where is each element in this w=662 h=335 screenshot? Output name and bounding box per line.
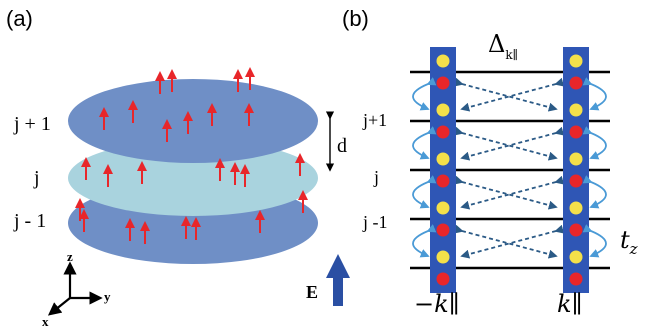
pairing-arrows [453,77,565,259]
site-dot-red [569,174,583,188]
pairing-arrow [460,77,565,112]
layer-middle [68,140,318,216]
hopping-label: tz [620,226,638,258]
axis-z-label: z [67,249,73,264]
hopping-arrows [412,77,607,258]
gap-label: Δk∥ [488,30,518,62]
layer-label-middle: j [33,167,40,189]
hopping-arrow-left [412,224,437,258]
spin-arrows [75,67,308,244]
site-dot-yellow [569,201,583,215]
b-layer-label-bottom: j -1 [362,212,388,232]
site-dot-yellow [569,54,583,68]
site-dot-red [569,272,583,286]
momentum-left-label: −k∥ [414,290,460,318]
field-label: E [306,282,318,302]
pairing-arrow [460,224,565,259]
spacing-label: d [337,135,347,157]
pairing-arrow [460,175,565,210]
site-dot-red [436,174,450,188]
hopping-arrow-left [412,126,437,160]
site-dot-yellow [436,250,450,264]
axis-y-label: y [104,289,111,304]
b-layer-label-middle: j [373,167,379,187]
hopping-arrow-right [582,126,607,160]
site-dot-yellow [436,103,450,117]
momentum-right-label: k∥ [557,290,583,318]
layer-label-bottom: j - 1 [13,210,46,232]
site-dot-yellow [569,250,583,264]
site-dot-red [436,223,450,237]
panel-label-a: (a) [6,6,33,31]
site-dot-red [569,125,583,139]
hopping-arrow-left [412,175,437,209]
site-dot-yellow [436,201,450,215]
site-dot-red [436,272,450,286]
axis-x-label: x [42,314,49,329]
site-dot-yellow [569,152,583,166]
axis-x-icon [47,297,71,316]
site-dot-red [569,223,583,237]
hopping-arrow-left [412,77,437,111]
site-dot-red [436,125,450,139]
pairing-arrow [460,126,565,161]
b-layer-label-top: j+1 [362,110,387,130]
layer-top [68,79,318,163]
hopping-arrow-right [582,224,607,258]
site-dot-yellow [569,103,583,117]
field-arrow-icon [326,254,350,306]
hopping-arrow-right [582,77,607,111]
hopping-arrow-right [582,175,607,209]
layer-label-top: j + 1 [13,113,51,135]
site-dot-red [436,76,450,90]
site-dot-red [569,76,583,90]
site-dot-yellow [436,54,450,68]
site-dot-yellow [436,152,450,166]
panel-label-b: (b) [342,6,369,31]
